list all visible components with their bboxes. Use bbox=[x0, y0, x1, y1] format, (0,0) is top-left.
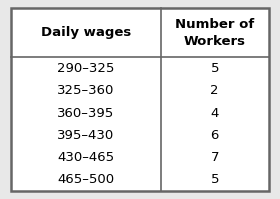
Text: 360–395: 360–395 bbox=[57, 107, 115, 120]
Text: 7: 7 bbox=[211, 151, 219, 164]
Text: 395–430: 395–430 bbox=[57, 129, 115, 142]
Text: 5: 5 bbox=[211, 62, 219, 75]
Text: 465–500: 465–500 bbox=[57, 173, 115, 186]
Text: 290–325: 290–325 bbox=[57, 62, 115, 75]
Text: Number of
Workers: Number of Workers bbox=[175, 18, 254, 48]
Text: 6: 6 bbox=[211, 129, 219, 142]
Text: 5: 5 bbox=[211, 173, 219, 186]
Text: 325–360: 325–360 bbox=[57, 84, 115, 97]
Text: 430–465: 430–465 bbox=[57, 151, 115, 164]
Text: Daily wages: Daily wages bbox=[41, 26, 131, 39]
Text: 2: 2 bbox=[211, 84, 219, 97]
Text: 4: 4 bbox=[211, 107, 219, 120]
